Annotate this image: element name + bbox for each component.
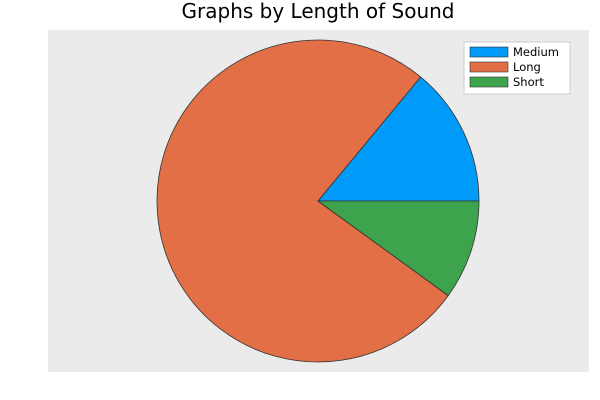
legend-label-short: Short [513,75,544,89]
pie-slice-short [316,200,480,297]
legend-swatch-medium [469,46,509,58]
legend-label-medium: Medium [513,45,559,59]
chart-title: Graphs by Length of Sound [182,0,455,23]
pie-slice-long [156,39,449,363]
legend-swatch-short [469,76,509,88]
pie-slices [156,39,480,363]
pie-slice-medium [317,76,480,202]
legend-label-long: Long [513,60,541,74]
legend-swatch-long [469,61,509,73]
